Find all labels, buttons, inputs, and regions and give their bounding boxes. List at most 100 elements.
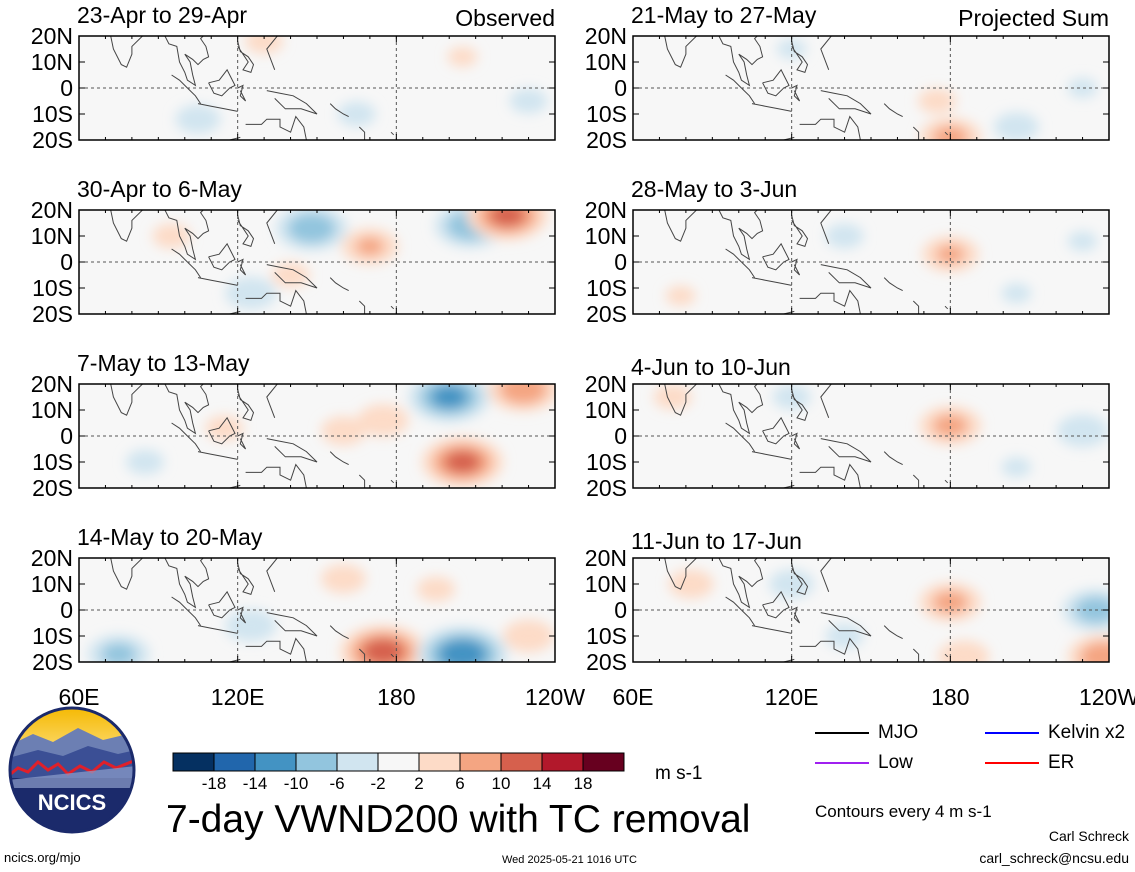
anomaly-contour — [1001, 457, 1032, 478]
coastline — [791, 215, 809, 248]
coastline — [109, 384, 145, 416]
anomaly-contour — [288, 213, 336, 243]
coastline — [237, 258, 247, 276]
coastline — [208, 242, 236, 271]
y-tick-label: 20S — [586, 301, 627, 327]
coastline — [390, 479, 395, 484]
colorbar-swatch — [213, 752, 256, 772]
coastline — [228, 484, 241, 488]
coastline — [358, 474, 366, 488]
coastline — [751, 277, 792, 286]
colorbar-label: 18 — [573, 774, 593, 793]
coastline — [944, 305, 949, 310]
email: carl_schreck@ncsu.edu — [979, 850, 1129, 866]
coastline — [237, 84, 247, 102]
y-tick-label: 10S — [586, 275, 627, 301]
coastline — [782, 484, 795, 488]
coastline — [358, 648, 366, 662]
y-tick-label: 10S — [586, 101, 627, 127]
projected-label: Projected Sum — [958, 5, 1109, 31]
y-tick-label: 0 — [60, 249, 73, 275]
coastline — [791, 84, 801, 102]
coastline — [944, 131, 949, 136]
url-text: ncics.org/mjo — [4, 850, 81, 865]
coastline — [197, 277, 238, 286]
coastline — [663, 384, 699, 416]
colorbar-label: 10 — [491, 774, 511, 793]
anomaly-contour — [932, 414, 968, 437]
colorbar-label: -18 — [201, 774, 227, 793]
coastline — [883, 451, 903, 466]
y-tick-label: 10S — [586, 623, 627, 649]
coastline — [799, 115, 861, 140]
y-tick-label: 20S — [586, 649, 627, 675]
y-tick-label: 20N — [584, 23, 627, 49]
anomaly-contour — [362, 638, 404, 662]
coastline — [329, 103, 349, 118]
coastline — [791, 563, 809, 596]
coastline — [718, 384, 766, 435]
coastline — [245, 289, 307, 314]
y-tick-label: 20N — [30, 371, 73, 397]
y-tick-label: 0 — [614, 423, 627, 449]
x-tick-label: 180 — [377, 684, 416, 710]
anomaly-contour — [503, 619, 555, 653]
coastline — [751, 451, 792, 460]
panel-title: 14-May to 20-May — [77, 524, 263, 550]
y-tick-label: 20N — [584, 545, 627, 571]
anomaly-contour — [1075, 596, 1109, 624]
coastline — [208, 68, 236, 97]
anomaly-contour — [1067, 78, 1098, 98]
coastline — [266, 90, 318, 115]
coastline — [782, 310, 795, 314]
colorbar-swatch — [254, 752, 297, 772]
anomaly-contour — [1067, 231, 1098, 252]
coastline — [912, 648, 920, 662]
coastline — [329, 625, 349, 640]
map-panel — [78, 209, 556, 315]
coastline — [390, 131, 395, 136]
x-tick-label: 60E — [58, 684, 100, 710]
coastline — [883, 277, 903, 292]
coastline — [208, 416, 236, 445]
colorbar-swatch — [459, 752, 502, 772]
colorbar-label: -14 — [242, 774, 268, 793]
coastline — [944, 479, 949, 484]
y-tick-label: 20S — [32, 475, 73, 501]
coastline — [762, 416, 790, 445]
coastline — [266, 612, 318, 637]
y-tick-label: 20S — [32, 649, 73, 675]
coastline — [109, 36, 145, 68]
coastline — [883, 103, 903, 118]
y-tick-label: 20S — [586, 127, 627, 153]
y-tick-label: 20N — [30, 545, 73, 571]
coastline — [944, 653, 949, 658]
coastline — [820, 264, 872, 289]
y-tick-label: 10N — [584, 571, 627, 597]
units-label: m s-1 — [655, 763, 703, 784]
coastline — [751, 103, 792, 112]
anomaly-contour — [152, 223, 191, 249]
contours-note: Contours every 4 m s-1 — [815, 802, 992, 821]
coastline — [820, 210, 832, 244]
anomaly-contour — [245, 36, 284, 54]
y-tick-label: 20N — [584, 371, 627, 397]
coastline — [791, 41, 809, 74]
y-tick-label: 0 — [60, 75, 73, 101]
y-tick-label: 10S — [32, 623, 73, 649]
coastline — [245, 637, 307, 662]
panel-title: 21-May to 27-May — [631, 2, 817, 28]
anomaly-contour — [938, 640, 990, 662]
colorbar-swatch — [541, 752, 584, 772]
anomaly-contour — [101, 643, 137, 662]
panel-title: 28-May to 3-Jun — [631, 176, 798, 202]
anomaly-contour — [444, 450, 481, 474]
anomaly-contour — [126, 449, 165, 475]
coastline — [197, 625, 238, 634]
anomaly-contour — [205, 415, 244, 441]
coastline — [791, 258, 801, 276]
coastline — [245, 463, 307, 488]
y-tick-label: 0 — [614, 597, 627, 623]
y-tick-label: 10S — [32, 101, 73, 127]
coastline — [791, 606, 801, 624]
